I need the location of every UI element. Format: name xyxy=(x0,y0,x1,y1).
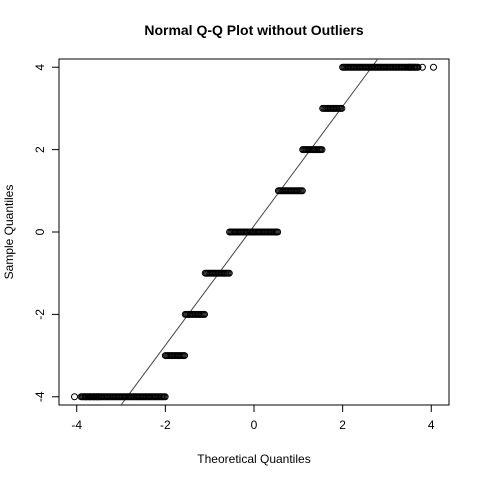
data-point xyxy=(225,269,233,277)
y-axis-label: Sample Quantiles xyxy=(2,185,16,280)
data-point xyxy=(90,393,98,401)
y-tick-label: -4 xyxy=(33,391,47,402)
chart-title: Normal Q-Q Plot without Outliers xyxy=(144,22,364,38)
data-point xyxy=(414,63,422,71)
point-band xyxy=(226,228,282,236)
point-band xyxy=(319,104,346,112)
data-point xyxy=(405,63,413,71)
data-point xyxy=(318,146,326,154)
x-tick-label: 2 xyxy=(339,418,346,432)
data-point xyxy=(407,63,415,71)
data-point xyxy=(274,228,282,236)
point-band xyxy=(181,310,209,318)
point-band xyxy=(299,146,326,154)
x-tick-label: -4 xyxy=(71,418,82,432)
x-tick-label: 4 xyxy=(428,418,435,432)
x-tick-label: 0 xyxy=(251,418,258,432)
data-point xyxy=(410,63,418,71)
point-band xyxy=(77,393,169,401)
y-axis: -4 -2 0 2 4 xyxy=(33,64,60,402)
x-tick-label: -2 xyxy=(160,418,171,432)
y-tick-label: -2 xyxy=(33,309,47,320)
point-band xyxy=(274,187,306,195)
point-band xyxy=(201,269,233,277)
data-point xyxy=(298,187,306,195)
y-tick-label: 4 xyxy=(33,64,47,71)
x-axis-label: Theoretical Quantiles xyxy=(197,452,310,466)
data-point xyxy=(71,393,79,401)
data-point xyxy=(338,104,346,112)
data-point xyxy=(201,310,209,318)
data-point xyxy=(82,393,90,401)
data-point xyxy=(181,352,189,360)
data-point xyxy=(418,63,426,71)
y-tick-label: 0 xyxy=(33,228,47,235)
x-axis: -4 -2 0 2 4 xyxy=(71,404,435,432)
data-points xyxy=(71,63,437,401)
data-point xyxy=(86,393,94,401)
data-point xyxy=(93,393,101,401)
data-point xyxy=(161,393,169,401)
data-point xyxy=(95,393,103,401)
y-tick-label: 2 xyxy=(33,146,47,153)
point-band xyxy=(161,352,189,360)
data-point xyxy=(429,63,437,71)
